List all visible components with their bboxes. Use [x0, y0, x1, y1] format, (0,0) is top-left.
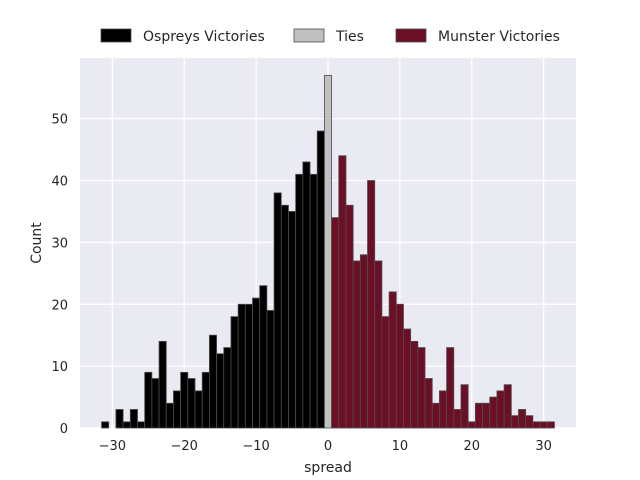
- bar: [503, 384, 512, 429]
- bar: [158, 340, 167, 429]
- bar: [431, 402, 440, 429]
- bar: [518, 409, 527, 429]
- bar: [173, 390, 182, 429]
- bar: [525, 415, 534, 429]
- x-tick-label: −10: [242, 439, 269, 454]
- x-axis-ticks: −30 −20 −10 0 10 20 30: [99, 439, 552, 454]
- y-tick-label: 50: [51, 113, 68, 128]
- bar: [129, 409, 138, 429]
- bar: [324, 74, 332, 429]
- bar: [223, 347, 232, 429]
- y-tick-label: 0: [60, 422, 68, 437]
- bar: [237, 303, 246, 429]
- bar: [460, 384, 469, 429]
- bar: [288, 211, 297, 429]
- y-tick-label: 20: [51, 298, 68, 313]
- bar: [259, 285, 268, 429]
- bar: [467, 421, 476, 429]
- legend-swatch: [100, 28, 132, 43]
- bar: [410, 340, 419, 429]
- bar: [180, 371, 189, 429]
- bar: [151, 378, 160, 429]
- legend-swatch: [395, 28, 427, 43]
- bar: [446, 347, 455, 429]
- y-axis-ticks: 0 10 20 30 40 50: [51, 113, 68, 437]
- bar: [424, 378, 433, 429]
- bar: [144, 371, 153, 429]
- bar: [439, 390, 448, 429]
- bar: [280, 204, 289, 429]
- x-tick-label: 20: [463, 439, 480, 454]
- bar: [395, 303, 404, 429]
- bar: [381, 316, 390, 429]
- y-axis-label: Count: [29, 222, 45, 264]
- bar: [367, 180, 376, 429]
- bar: [252, 297, 261, 429]
- bar: [374, 260, 383, 429]
- bar: [403, 328, 412, 429]
- bar: [165, 402, 174, 429]
- y-tick-label: 10: [51, 360, 68, 375]
- bar: [546, 421, 555, 429]
- x-tick-label: −30: [99, 439, 126, 454]
- bar: [482, 402, 491, 429]
- bar: [489, 396, 498, 429]
- x-tick-label: 30: [535, 439, 552, 454]
- bar: [194, 390, 203, 429]
- bar: [244, 303, 253, 429]
- legend: Ospreys Victories Ties Munster Victories: [100, 28, 560, 45]
- bar: [201, 371, 210, 429]
- bar: [266, 310, 275, 429]
- bar: [208, 334, 217, 429]
- bar: [539, 421, 548, 429]
- x-tick-label: 0: [324, 439, 332, 454]
- bar: [532, 421, 541, 429]
- bar: [496, 390, 505, 429]
- bar: [316, 130, 325, 429]
- bar: [352, 260, 361, 429]
- bar: [309, 173, 318, 429]
- bar: [295, 173, 304, 429]
- bar: [115, 409, 124, 429]
- bar: [101, 421, 110, 429]
- legend-label: Ospreys Victories: [143, 29, 265, 45]
- bar: [137, 421, 146, 429]
- x-axis-label: spread: [304, 460, 352, 476]
- bars: [101, 74, 555, 429]
- bar: [345, 204, 354, 429]
- bar: [302, 161, 311, 429]
- bar: [187, 378, 196, 429]
- bar: [230, 316, 239, 429]
- x-tick-label: −20: [171, 439, 198, 454]
- legend-label: Munster Victories: [438, 29, 560, 45]
- bar: [510, 415, 519, 429]
- bar: [359, 254, 368, 429]
- bar: [474, 402, 483, 429]
- bar: [273, 192, 282, 429]
- x-tick-label: 10: [392, 439, 409, 454]
- bar: [338, 155, 347, 429]
- bar: [331, 217, 340, 429]
- legend-swatch: [293, 28, 325, 43]
- y-tick-label: 30: [51, 236, 68, 251]
- bar: [216, 353, 225, 429]
- bar: [388, 291, 397, 429]
- bar: [453, 409, 462, 429]
- bar: [122, 421, 131, 429]
- y-tick-label: 40: [51, 175, 68, 190]
- bar: [417, 347, 426, 429]
- legend-label: Ties: [335, 29, 364, 45]
